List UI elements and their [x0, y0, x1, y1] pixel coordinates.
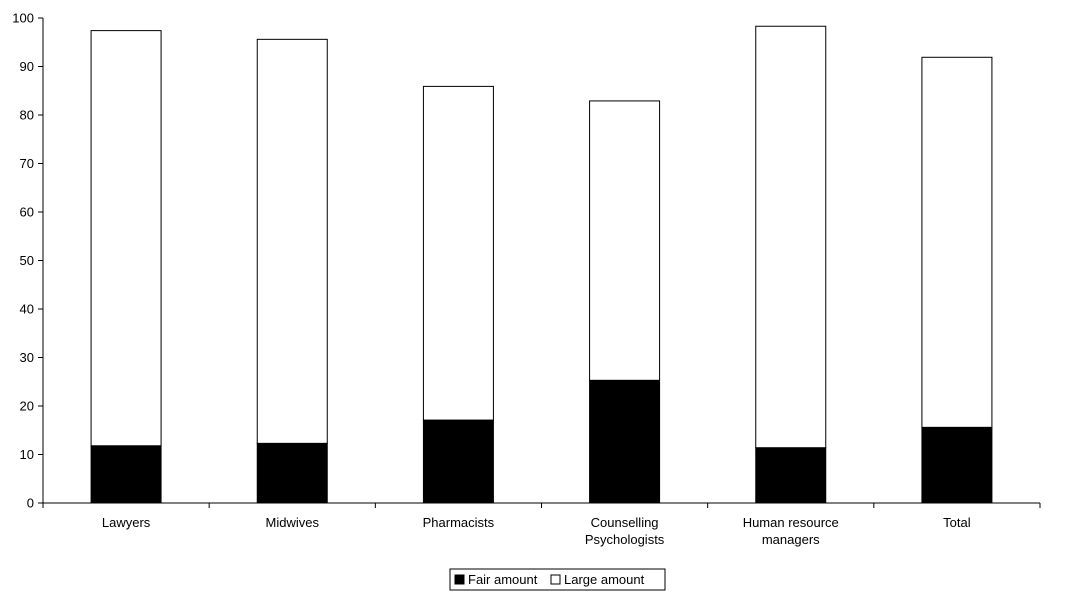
bar-fair-amount [256, 442, 328, 504]
y-tick-label: 0 [27, 496, 34, 511]
bar-fair-amount [921, 426, 993, 504]
x-tick-label: Total [943, 515, 971, 530]
bar-large-amount [921, 56, 993, 428]
x-tick-label: Midwives [266, 515, 320, 530]
legend-swatch-large-amount [550, 574, 561, 585]
x-tick-label: Lawyers [102, 515, 151, 530]
bar-fair-amount [589, 379, 661, 504]
bar-large-amount [256, 38, 328, 444]
bar-large-amount [422, 85, 494, 421]
x-axis: Lawyers Midwives Pharmacists Counselling Psy… [42, 502, 1041, 547]
bar-fair-amount [422, 419, 494, 504]
bar-large-amount [90, 30, 162, 447]
y-axis: 0 10 20 30 40 50 60 70 80 90 100 [12, 11, 44, 511]
y-tick-label: 60 [20, 205, 34, 220]
legend-label: Fair amount [468, 572, 538, 587]
y-tick-label: 10 [20, 447, 34, 462]
y-tick-label: 80 [20, 108, 34, 123]
legend-swatch-fair-amount [454, 574, 465, 585]
y-tick-label: 40 [20, 302, 34, 317]
x-tick-label: Pharmacists [423, 515, 495, 530]
legend-label: Large amount [564, 572, 645, 587]
y-tick-label: 20 [20, 399, 34, 414]
bar-fair-amount [90, 445, 162, 504]
y-tick-label: 30 [20, 350, 34, 365]
bar-fair-amount [755, 447, 827, 504]
bar-large-amount [755, 25, 827, 449]
legend: Fair amount Large amount [449, 568, 666, 591]
bars [90, 25, 993, 504]
y-tick-label: 70 [20, 156, 34, 171]
y-tick-label: 100 [12, 11, 34, 26]
bar-large-amount [589, 100, 661, 381]
x-tick-label: Counselling Psychologists [585, 515, 665, 547]
x-tick-label: Human resource managers [743, 515, 839, 547]
y-tick-label: 90 [20, 59, 34, 74]
y-tick-label: 50 [20, 253, 34, 268]
